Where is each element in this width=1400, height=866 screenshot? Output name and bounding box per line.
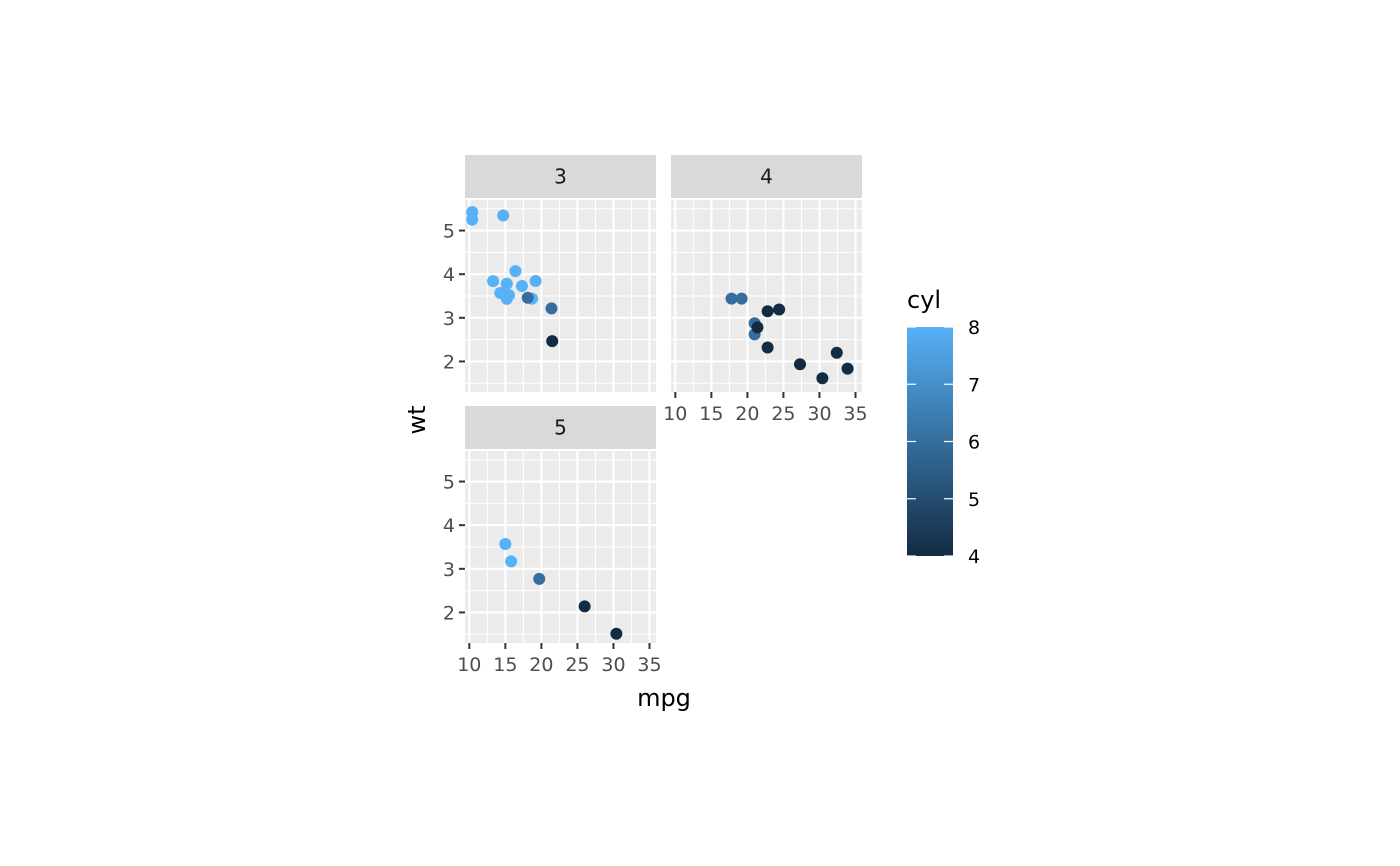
y-tick-label: 3 [443, 308, 455, 330]
legend-break-label: 6 [968, 432, 980, 454]
data-point [499, 537, 512, 550]
x-tick-label: 20 [735, 403, 759, 425]
x-tick-label: 15 [699, 403, 723, 425]
facet-strip [671, 155, 862, 198]
y-tick-label: 4 [443, 515, 455, 537]
facet-panel-5: 5 2 3 4 5 10 15 20 25 30 35 [443, 406, 662, 676]
data-point [816, 372, 829, 385]
facet-strip [465, 406, 656, 449]
data-point [546, 335, 559, 348]
y-tick-label: 2 [443, 351, 455, 373]
x-tick-label: 20 [529, 654, 553, 676]
legend-break-label: 8 [968, 317, 980, 339]
x-tick-label: 25 [565, 654, 589, 676]
x-axis-title: mpg [637, 684, 691, 712]
data-point [500, 277, 513, 290]
data-point [794, 358, 807, 371]
x-tick-label: 10 [457, 654, 481, 676]
data-point [751, 321, 764, 334]
data-point [497, 209, 510, 222]
facet-strip-label: 3 [554, 165, 567, 189]
data-point [529, 274, 542, 287]
y-tick-label: 3 [443, 559, 455, 581]
facet-strip-label: 4 [760, 165, 773, 189]
color-legend: cyl 4 5 6 7 8 [907, 286, 980, 568]
y-tick-label: 2 [443, 602, 455, 624]
legend-break-label: 7 [968, 374, 980, 396]
data-point [773, 303, 786, 316]
facet-panel-3: 3 2 3 4 5 [443, 155, 656, 392]
facet-panel-4: 4 10 15 20 25 30 35 [663, 155, 868, 425]
data-point [725, 292, 738, 305]
x-tick-label: 30 [601, 654, 625, 676]
data-point [515, 279, 528, 292]
y-tick-label: 5 [443, 221, 455, 243]
x-tick-label: 10 [663, 403, 687, 425]
data-point [735, 292, 748, 305]
data-point [761, 305, 774, 318]
y-tick-label: 5 [443, 472, 455, 494]
x-tick-label: 25 [771, 403, 795, 425]
y-tick-label: 4 [443, 264, 455, 286]
facet-strip-label: 5 [554, 416, 567, 440]
legend-break-label: 5 [968, 489, 980, 511]
x-tick-label: 15 [493, 654, 517, 676]
data-point [578, 600, 591, 613]
data-point [841, 362, 854, 375]
panels-layer: 3 2 3 4 5 4 10 15 20 25 30 35 5 2 3 4 5 10 15 20 25 30 35 [443, 155, 868, 676]
legend-title: cyl [907, 286, 941, 314]
data-point [509, 265, 522, 278]
data-point [466, 206, 479, 219]
x-tick-label: 30 [807, 403, 831, 425]
legend-break-label: 4 [968, 546, 980, 568]
facet-strip [465, 155, 656, 198]
data-point [521, 291, 534, 304]
y-axis-title: wt [403, 405, 431, 434]
data-point [545, 302, 558, 315]
data-point [830, 346, 843, 359]
data-point [500, 292, 513, 305]
data-point [533, 572, 546, 585]
data-point [487, 275, 500, 288]
data-point [505, 555, 518, 568]
data-point [761, 341, 774, 354]
data-point [610, 627, 623, 640]
x-tick-label: 35 [637, 654, 661, 676]
x-tick-label: 35 [843, 403, 867, 425]
